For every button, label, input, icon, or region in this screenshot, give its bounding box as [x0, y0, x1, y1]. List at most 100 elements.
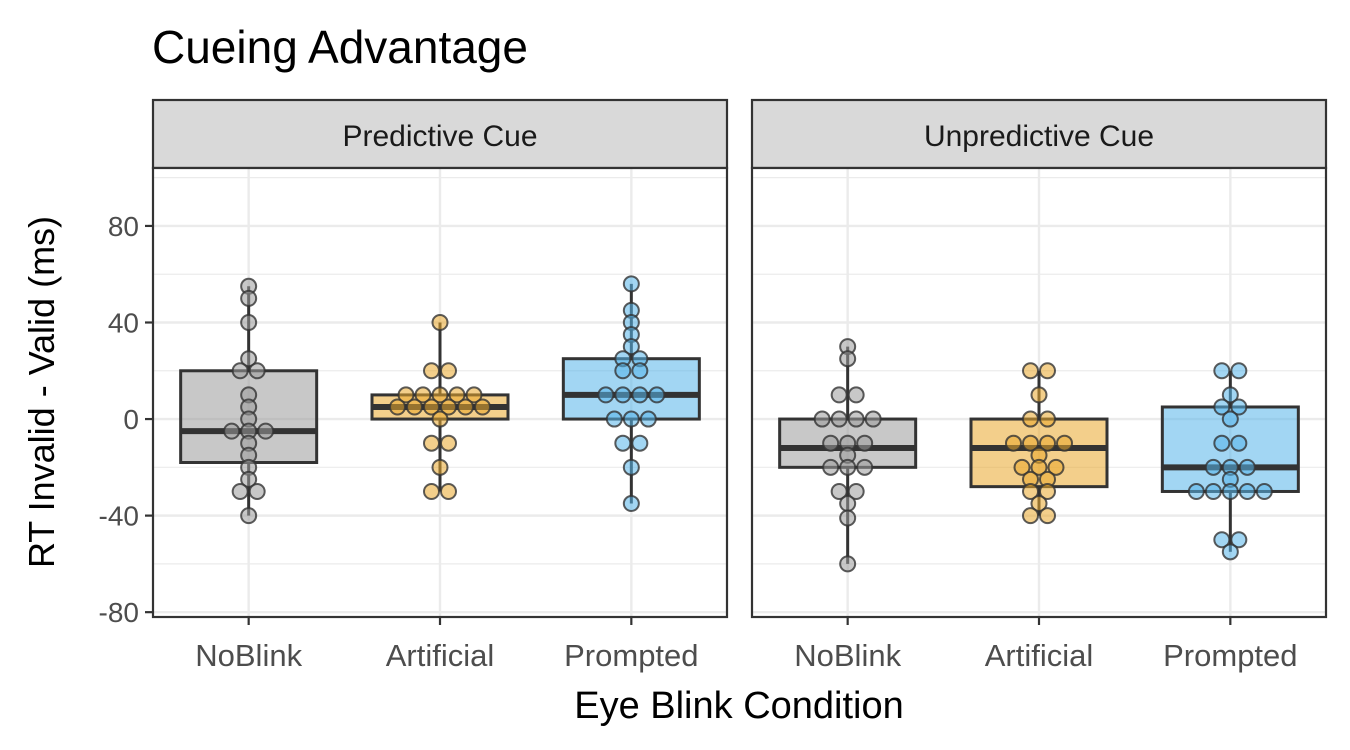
facet-strip: [750, 98, 1328, 170]
data-point: [822, 458, 840, 476]
facet-strip-label: Unpredictive Cue: [924, 120, 1154, 153]
box-group-artificial: [370, 313, 510, 500]
data-point: [1056, 434, 1073, 452]
data-point: [1022, 434, 1039, 452]
data-point: [631, 362, 649, 380]
box-group-noblink: [778, 338, 918, 573]
x-tick-label: NoBlink: [195, 638, 302, 673]
facet-strip-label: Predictive Cue: [342, 120, 537, 153]
y-axis-label: RT Invalid - Valid (ms): [21, 216, 62, 568]
x-tick-label: Artificial: [386, 638, 495, 673]
x-tick-label: Prompted: [1163, 638, 1297, 673]
data-point: [1221, 410, 1239, 428]
data-point: [1255, 482, 1273, 500]
data-point: [389, 398, 406, 416]
data-point: [622, 275, 640, 293]
data-point: [1039, 410, 1056, 428]
data-point: [1022, 482, 1039, 500]
x-axis-label: Eye Blink Condition: [574, 685, 904, 727]
data-point: [839, 458, 857, 476]
data-point: [830, 386, 848, 404]
data-point: [423, 482, 440, 500]
data-point: [1005, 434, 1022, 452]
data-point: [1039, 362, 1056, 380]
data-point: [1230, 434, 1248, 452]
data-point: [465, 386, 483, 404]
data-point: [431, 410, 449, 428]
data-point: [1238, 482, 1256, 500]
data-point: [1030, 386, 1048, 404]
data-point: [830, 410, 848, 428]
data-point: [240, 350, 258, 368]
data-point: [1230, 398, 1248, 416]
data-point: [240, 289, 258, 307]
data-point: [431, 458, 449, 476]
data-point: [622, 410, 640, 428]
data-point: [474, 398, 491, 416]
x-tick-label: NoBlink: [794, 638, 901, 673]
data-point: [1039, 507, 1056, 525]
data-point: [622, 458, 640, 476]
facet-strip: [151, 98, 729, 170]
data-point: [1204, 482, 1222, 500]
data-point: [440, 482, 457, 500]
data-point: [1230, 362, 1248, 380]
box-group-prompted: [1160, 362, 1300, 561]
box-iqr: [561, 357, 701, 421]
data-point: [257, 422, 275, 440]
data-point: [597, 386, 615, 404]
data-point: [839, 509, 857, 527]
facet-panel-predictive: Predictive Cue NoBlink Artificial Prompted: [151, 98, 729, 673]
data-point: [864, 410, 882, 428]
data-point: [448, 386, 466, 404]
data-point: [1022, 410, 1039, 428]
box-group-artificial: [969, 362, 1109, 525]
y-tick-label: 80: [108, 211, 139, 242]
data-point: [1213, 531, 1231, 549]
box-group-noblink: [179, 277, 319, 525]
data-point: [1030, 495, 1048, 513]
data-point: [1047, 458, 1065, 476]
data-point: [856, 434, 874, 452]
y-tick-label: 40: [108, 307, 139, 338]
data-point: [431, 313, 449, 331]
data-point: [440, 362, 457, 380]
data-point: [440, 398, 457, 416]
data-point: [1022, 507, 1039, 525]
data-point: [639, 410, 657, 428]
data-point: [431, 386, 449, 404]
data-point: [223, 422, 241, 440]
data-point: [1039, 482, 1056, 500]
data-point: [822, 434, 840, 452]
panels-layer: -80 -40 0 40 80 Predictive Cue NoBlink Artifici…: [99, 98, 1328, 673]
data-point: [856, 458, 874, 476]
data-point: [614, 362, 632, 380]
data-point: [839, 495, 857, 513]
data-point: [631, 434, 649, 452]
y-tick-label: 0: [123, 404, 139, 435]
data-point: [423, 362, 440, 380]
data-point: [614, 386, 632, 404]
data-point: [1221, 386, 1239, 404]
data-point: [1022, 362, 1039, 380]
data-point: [240, 313, 258, 331]
data-point: [240, 470, 258, 488]
chart-title: Cueing Advantage: [152, 21, 528, 73]
data-point: [248, 482, 266, 500]
data-point: [397, 386, 415, 404]
facet-panel-unpredictive: Unpredictive Cue NoBlink Artificial Prompte…: [750, 98, 1328, 673]
data-point: [1013, 458, 1031, 476]
data-point: [839, 555, 857, 573]
data-point: [248, 362, 266, 380]
y-tick-label: -40: [99, 501, 139, 532]
data-point: [1213, 398, 1231, 416]
data-point: [1221, 543, 1239, 561]
data-point: [457, 398, 474, 416]
x-tick-label: Artificial: [985, 638, 1094, 673]
data-point: [423, 434, 440, 452]
data-point: [1187, 482, 1205, 500]
x-tick-label: Prompted: [564, 638, 698, 673]
data-point: [440, 434, 457, 452]
y-tick-label: -80: [99, 597, 139, 628]
